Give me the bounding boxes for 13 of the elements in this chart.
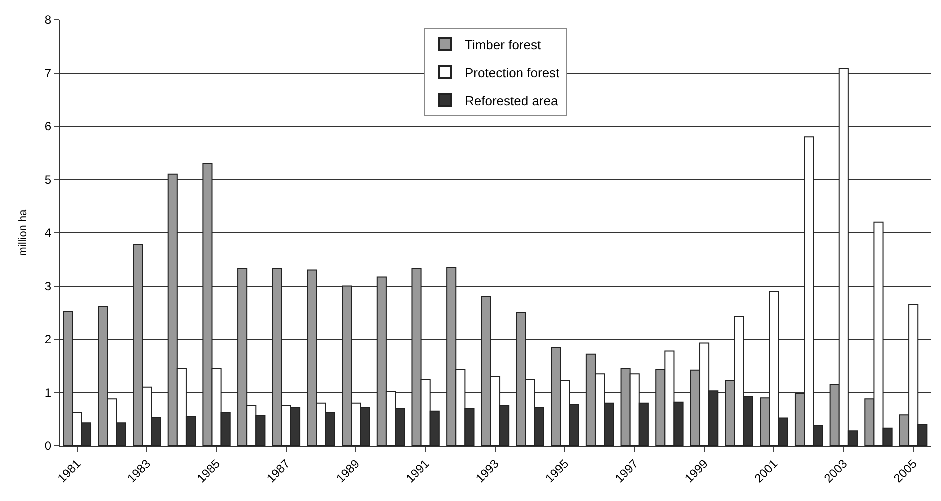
y-tick-label: 7 bbox=[44, 66, 52, 80]
legend-label: Timber forest bbox=[465, 38, 542, 53]
y-tick-label: 0 bbox=[44, 439, 52, 454]
y-tick-label: 2 bbox=[44, 332, 52, 347]
y-tick-label: 1 bbox=[44, 386, 52, 400]
y-tick-label: 5 bbox=[44, 172, 52, 187]
legend-label: Reforested area bbox=[465, 93, 559, 108]
y-tick-label: 6 bbox=[44, 120, 52, 134]
y-tick-label: 8 bbox=[44, 13, 52, 28]
y-tick-label: 4 bbox=[44, 226, 52, 240]
legend-label: Protection forest bbox=[465, 65, 560, 80]
y-tick-label: 3 bbox=[44, 279, 52, 294]
y-axis-title: million ha bbox=[18, 208, 30, 256]
